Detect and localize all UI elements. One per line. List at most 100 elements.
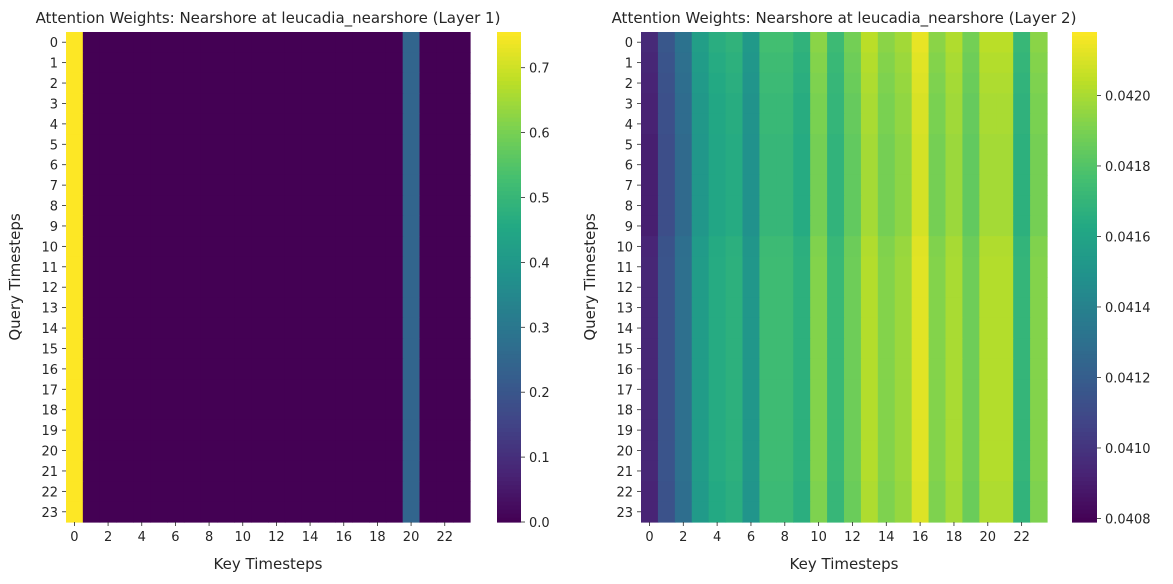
heatmap-cell bbox=[301, 134, 320, 156]
heatmap-cell bbox=[928, 338, 947, 360]
heatmap-cell bbox=[369, 134, 387, 156]
heatmap-cell bbox=[369, 338, 387, 360]
colorbar-segment bbox=[1072, 162, 1097, 168]
heatmap-cell bbox=[453, 195, 471, 217]
heatmap-cell bbox=[436, 195, 454, 217]
heatmap-cell bbox=[962, 338, 980, 360]
heatmap-cell bbox=[945, 134, 964, 156]
heatmap-cell bbox=[894, 481, 913, 503]
heatmap-cell bbox=[402, 440, 421, 462]
heatmap-cell bbox=[810, 195, 828, 217]
heatmap-cell bbox=[352, 358, 370, 380]
heatmap-cell bbox=[133, 93, 151, 115]
heatmap-cell bbox=[436, 317, 454, 339]
heatmap-cell bbox=[894, 215, 913, 237]
heatmap-cell bbox=[453, 113, 471, 135]
heatmap-cell bbox=[1030, 256, 1048, 278]
heatmap-cell bbox=[217, 338, 235, 360]
heatmap-cell bbox=[150, 358, 168, 380]
heatmap-cell bbox=[1030, 174, 1048, 196]
heatmap-cell bbox=[352, 236, 370, 258]
heatmap-cell bbox=[99, 174, 118, 196]
heatmap-cell bbox=[810, 277, 828, 299]
heatmap-cell bbox=[928, 440, 947, 462]
heatmap-cell bbox=[894, 93, 913, 115]
colorbar-segment bbox=[1072, 326, 1097, 331]
heatmap-cell bbox=[251, 215, 269, 237]
heatmap-cell bbox=[657, 440, 676, 462]
heatmap-cell bbox=[844, 338, 862, 360]
heatmap-cell bbox=[402, 195, 421, 217]
heatmap-cell bbox=[691, 195, 710, 217]
heatmap-cell bbox=[979, 52, 997, 74]
heatmap-cell bbox=[996, 399, 1014, 421]
colorbar-segment bbox=[1072, 260, 1097, 266]
colorbar-segment bbox=[1072, 293, 1097, 299]
colorbar-segment bbox=[1072, 228, 1097, 233]
heatmap-cell bbox=[877, 154, 896, 176]
heatmap-cell bbox=[116, 93, 134, 115]
colorbar-segment bbox=[497, 183, 521, 188]
heatmap-cell bbox=[167, 72, 185, 94]
heatmap-cell bbox=[844, 154, 862, 176]
heatmap-cell bbox=[877, 72, 896, 94]
heatmap-cell bbox=[150, 440, 168, 462]
heatmap-cell bbox=[776, 134, 794, 156]
colorbar-segment bbox=[497, 407, 521, 413]
colorbar-tick-label: 0.0410 bbox=[1105, 442, 1151, 457]
colorbar-segment bbox=[497, 477, 521, 482]
heatmap-cell bbox=[657, 174, 676, 196]
heatmap-cell bbox=[742, 338, 761, 360]
heatmap-cell bbox=[827, 195, 845, 217]
heatmap-cell bbox=[82, 317, 101, 339]
heatmap-cell bbox=[268, 399, 286, 421]
colorbar-segment bbox=[1072, 464, 1097, 470]
heatmap-cell bbox=[217, 215, 235, 237]
heatmap-cell bbox=[979, 358, 997, 380]
heatmap-cell bbox=[402, 32, 421, 54]
heatmap-cell bbox=[759, 317, 777, 339]
heatmap-cell bbox=[742, 93, 761, 115]
colorbar-segment bbox=[497, 187, 521, 192]
heatmap-cell bbox=[116, 154, 134, 176]
colorbar-segment bbox=[1072, 138, 1097, 143]
colorbar-segment bbox=[497, 424, 521, 429]
colorbar-segment bbox=[497, 334, 521, 339]
heatmap-cell bbox=[810, 113, 828, 135]
heatmap-cell bbox=[1013, 215, 1031, 237]
heatmap-cell bbox=[1013, 419, 1031, 441]
heatmap-cell bbox=[708, 154, 727, 176]
heatmap-cell bbox=[284, 93, 303, 115]
heatmap-cell bbox=[911, 481, 930, 503]
heatmap-cell bbox=[1013, 440, 1031, 462]
y-tick-label: 14 bbox=[41, 322, 58, 337]
heatmap-cell bbox=[691, 440, 710, 462]
colorbar-segment bbox=[497, 113, 521, 119]
colorbar-segment bbox=[497, 179, 521, 184]
heatmap-cell bbox=[657, 399, 676, 421]
heatmap-cell bbox=[402, 256, 421, 278]
colorbar-segment bbox=[497, 501, 521, 507]
colorbar-segment bbox=[497, 489, 521, 495]
heatmap-cell bbox=[268, 379, 286, 401]
heatmap-cell bbox=[268, 174, 286, 196]
heatmap-cell bbox=[708, 399, 727, 421]
heatmap-cell bbox=[776, 419, 794, 441]
colorbar-segment bbox=[497, 72, 521, 78]
heatmap-cell bbox=[335, 134, 353, 156]
colorbar-tick-label: 0.3 bbox=[529, 321, 550, 336]
colorbar-segment bbox=[497, 403, 521, 409]
heatmap-cell bbox=[691, 399, 710, 421]
colorbar-segment bbox=[497, 248, 521, 254]
heatmap-cell bbox=[133, 195, 151, 217]
heatmap-cell bbox=[911, 52, 930, 74]
heatmap-cell bbox=[928, 134, 947, 156]
heatmap-cell bbox=[99, 358, 118, 380]
heatmap-cell bbox=[844, 256, 862, 278]
heatmap-cell bbox=[691, 134, 710, 156]
heatmap-cell bbox=[402, 52, 421, 74]
heatmap-cell bbox=[66, 195, 84, 217]
heatmap-cell bbox=[641, 440, 659, 462]
heatmap-cell bbox=[708, 32, 727, 54]
colorbar-segment bbox=[497, 219, 521, 225]
